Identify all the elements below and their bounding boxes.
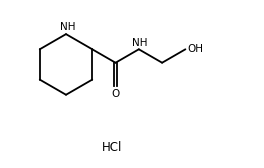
Text: HCl: HCl bbox=[102, 141, 123, 154]
Text: NH: NH bbox=[60, 22, 76, 32]
Text: O: O bbox=[111, 89, 120, 98]
Text: NH: NH bbox=[132, 38, 148, 48]
Text: OH: OH bbox=[188, 44, 204, 54]
